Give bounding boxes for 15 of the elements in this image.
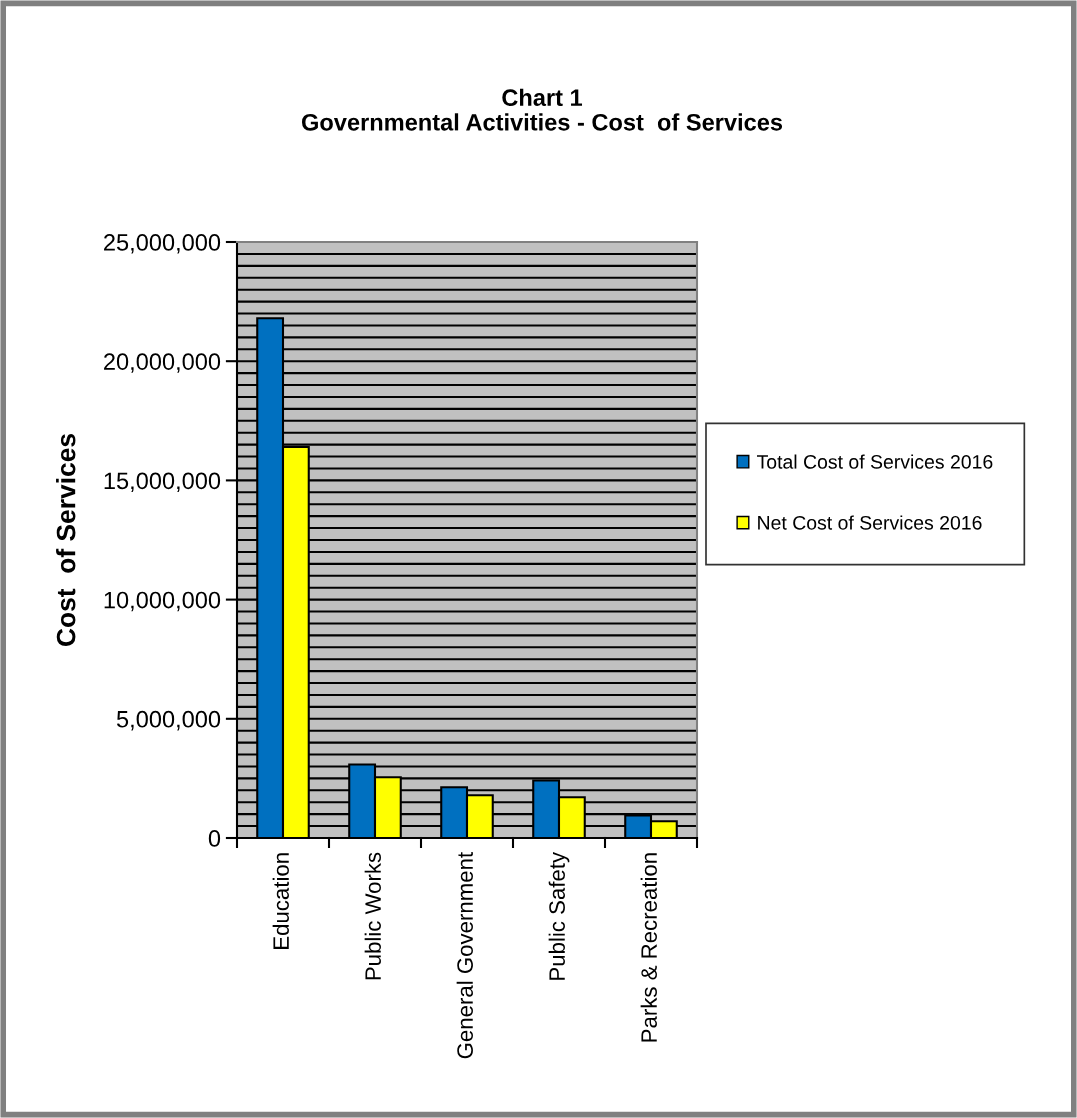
y-tick-label: 5,000,000 (116, 710, 221, 731)
x-tick-label: General Government (456, 852, 473, 1059)
x-tick-label: Parks & Recreation (640, 853, 657, 1042)
legend-label: Total Cost of Services 2016 (756, 454, 993, 469)
legend-label: Net Cost of Services 2016 (758, 515, 982, 530)
y-tick-label: 0 (208, 830, 221, 847)
y-tick-label: 25,000,000 (104, 234, 221, 254)
x-tick-label: Public Works (364, 852, 381, 980)
x-tick-label: Education (272, 853, 289, 949)
y-tick-label: 20,000,000 (104, 353, 221, 373)
y-tick-label: 10,000,000 (104, 591, 221, 612)
y-axis-title: Cost of Services (56, 434, 76, 646)
chart-title: Chart 1 Governmental Activities - Cost of Services (301, 88, 783, 131)
x-tick-label: Public Safety (548, 851, 570, 980)
y-tick-label: 15,000,000 (104, 472, 221, 492)
